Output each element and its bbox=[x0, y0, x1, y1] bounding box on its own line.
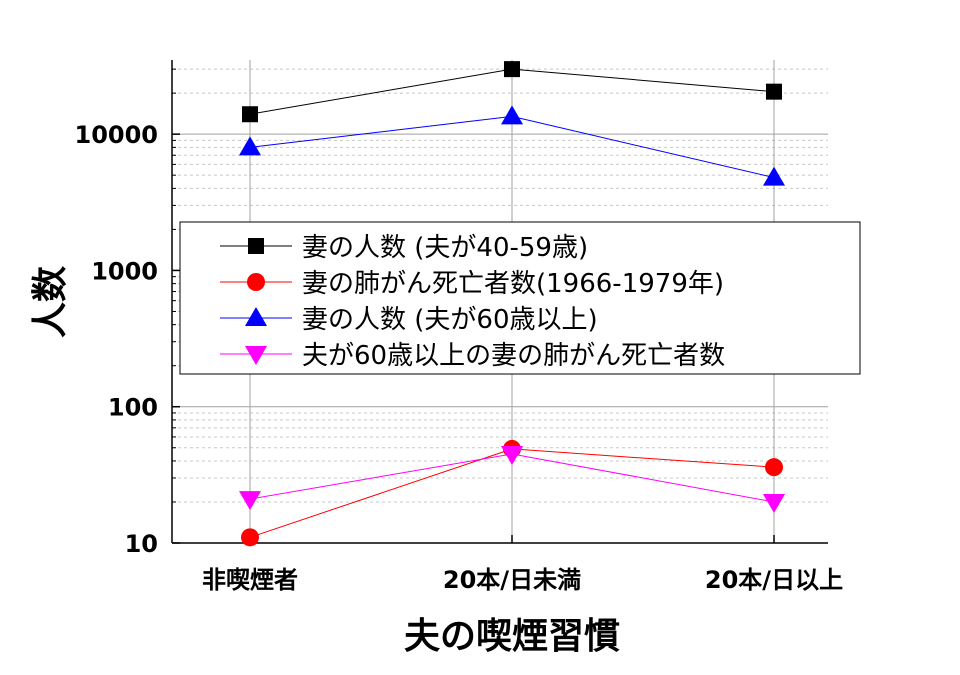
y-axis-title: 人数 bbox=[30, 266, 71, 338]
x-tick-label: 非喫煙者 bbox=[202, 566, 298, 594]
y-tick-label: 100 bbox=[108, 394, 158, 422]
data-point bbox=[501, 105, 523, 125]
tick-label-layer: 10 100 1000 10000 非喫煙者 20本/日未満 20本/日以上 bbox=[75, 121, 844, 594]
data-point bbox=[766, 83, 782, 100]
series-layer bbox=[239, 61, 785, 547]
x-tick-label: 20本/日未満 bbox=[443, 566, 581, 594]
data-point bbox=[763, 493, 785, 513]
series-4 bbox=[239, 445, 785, 513]
data-point bbox=[504, 61, 520, 78]
data-point bbox=[763, 166, 785, 186]
legend-label: 妻の肺がん死亡者数(1966-1979年) bbox=[302, 269, 724, 299]
y-tick-label: 10 bbox=[125, 530, 158, 558]
series-3 bbox=[239, 105, 785, 186]
legend-marker bbox=[248, 238, 264, 254]
legend-label: 妻の人数 (夫が40-59歳) bbox=[302, 233, 588, 263]
legend-marker bbox=[245, 346, 267, 365]
y-tick-label: 10000 bbox=[75, 121, 159, 149]
axis-layer bbox=[171, 60, 828, 544]
x-axis-title: 夫の喫煙習慣 bbox=[404, 616, 620, 657]
data-point bbox=[239, 136, 261, 156]
legend: 妻の人数 (夫が40-59歳) 妻の肺がん死亡者数(1966-1979年) 妻の人数… bbox=[179, 221, 861, 375]
x-tick-label: 20本/日以上 bbox=[705, 566, 843, 594]
data-point bbox=[501, 445, 523, 465]
legend-label: 夫が60歳以上の妻の肺がん死亡者数 bbox=[302, 341, 725, 371]
y-tick-label: 1000 bbox=[91, 257, 158, 285]
data-point bbox=[241, 528, 259, 547]
data-point bbox=[239, 491, 261, 511]
data-point bbox=[765, 458, 783, 477]
data-point bbox=[242, 106, 258, 123]
legend-marker bbox=[247, 273, 265, 291]
legend-label: 妻の人数 (夫が60歳以上) bbox=[302, 305, 598, 335]
legend-box bbox=[179, 221, 861, 375]
series-1 bbox=[242, 61, 782, 123]
legend-marker bbox=[245, 307, 267, 326]
